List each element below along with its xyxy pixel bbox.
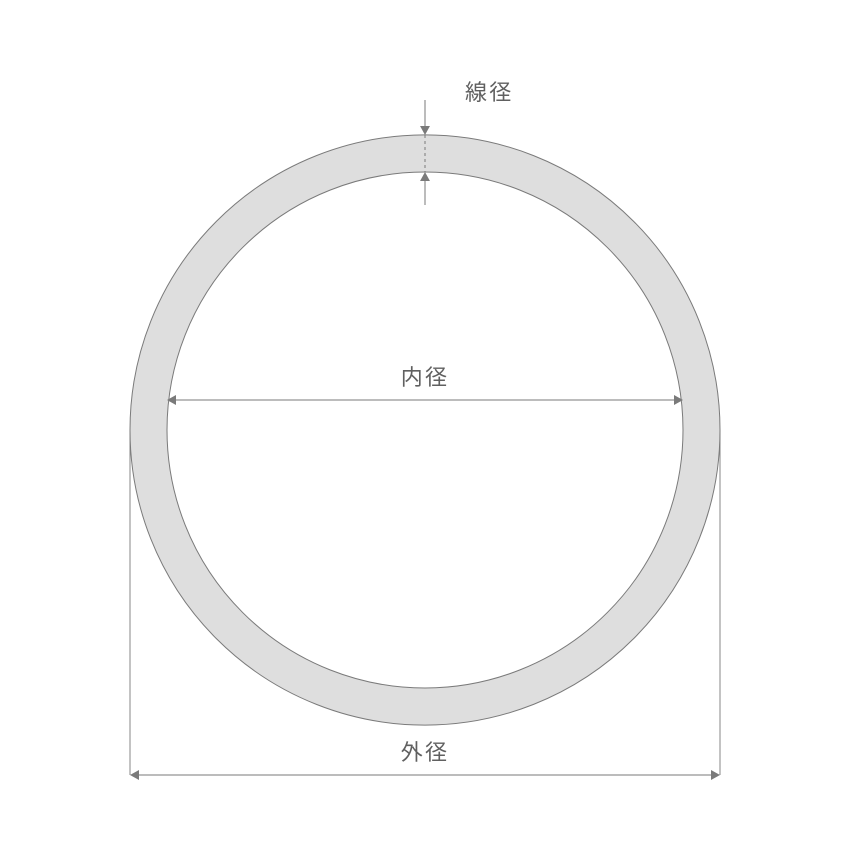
wire-diameter-label: 線径 xyxy=(465,75,513,107)
outer-diameter-label: 外径 xyxy=(401,735,449,767)
ring-dimension-diagram: 内径外径 線径 xyxy=(0,0,850,850)
inner-diameter-label: 内径 xyxy=(401,360,449,392)
